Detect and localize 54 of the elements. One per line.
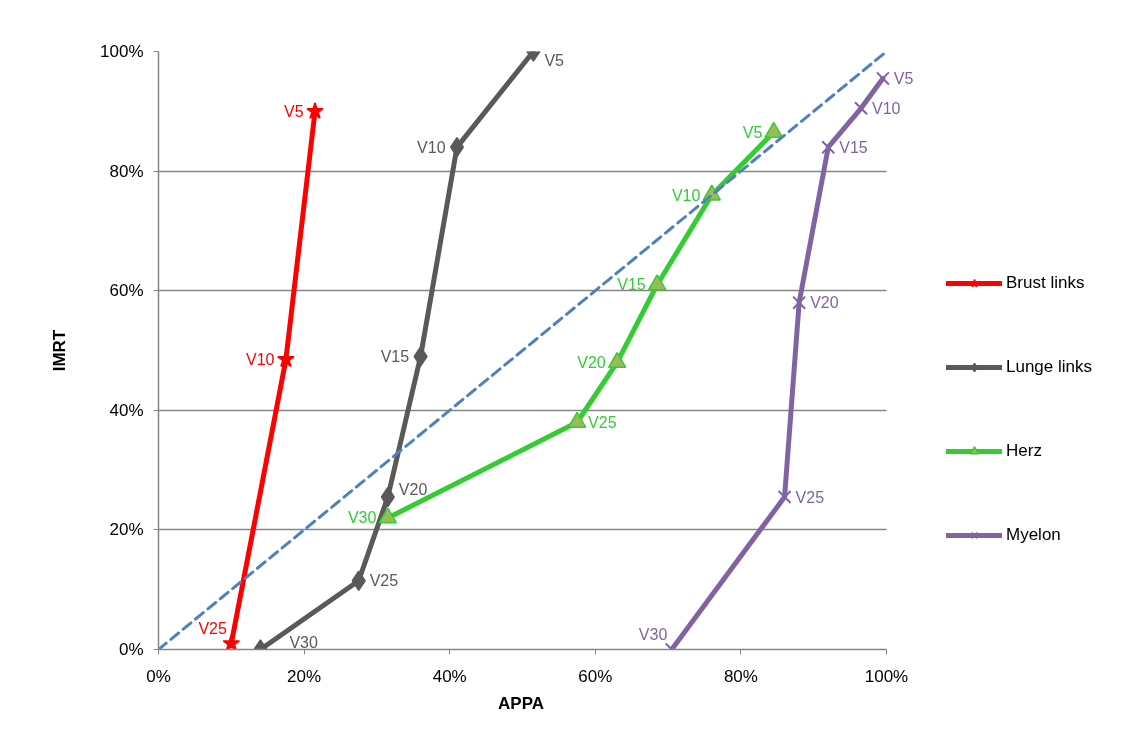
data-label: V25 — [369, 572, 399, 590]
point — [222, 634, 241, 650]
data-label: V25 — [588, 413, 617, 431]
y-tick-label: 20% — [109, 520, 144, 540]
y-tick-label: 80% — [109, 161, 144, 181]
x-tick-label: 40% — [432, 666, 467, 686]
data-label: V30 — [347, 509, 377, 527]
data-label: V25 — [795, 488, 825, 506]
data-label: V5 — [742, 123, 763, 141]
point — [449, 136, 465, 158]
data-label: V10 — [671, 186, 701, 204]
data-label: V25 — [198, 619, 227, 637]
point — [351, 570, 366, 591]
y-axis-title: IMRT — [50, 329, 70, 372]
point — [854, 101, 869, 116]
data-label: V5 — [284, 102, 304, 120]
point — [567, 411, 587, 428]
data-label: V30 — [289, 633, 318, 651]
y-tick-label: 60% — [109, 281, 144, 301]
x-tick-label: 80% — [723, 666, 758, 686]
data-label: V10 — [872, 99, 901, 117]
data-label: V30 — [638, 625, 668, 643]
data-label: V20 — [398, 481, 428, 499]
data-label: V15 — [839, 138, 868, 156]
data-label: V10 — [417, 138, 446, 156]
point — [413, 346, 428, 367]
y-tick-label: 0% — [118, 640, 144, 659]
x-axis-title: APPA — [498, 693, 544, 713]
x-tick-label: 20% — [287, 666, 322, 686]
point — [647, 274, 667, 291]
point — [277, 350, 295, 368]
x-tick-label: 100% — [864, 666, 909, 686]
legend-label: Lunge links — [1006, 357, 1093, 377]
point — [777, 490, 792, 505]
point — [378, 507, 398, 524]
data-label: V5 — [893, 69, 914, 87]
y-tick-label: 40% — [109, 400, 144, 420]
x-tick-label: 60% — [578, 666, 613, 686]
point — [821, 140, 836, 155]
point — [792, 295, 807, 310]
data-label: V10 — [246, 350, 275, 368]
x-tick-label: 0% — [146, 666, 171, 686]
point — [875, 71, 890, 86]
data-label: V5 — [544, 51, 565, 69]
y-tick-label: 100% — [100, 42, 144, 61]
legend-label: Myelon — [1006, 525, 1061, 545]
data-label: V20 — [577, 353, 606, 371]
data-label: V20 — [810, 294, 839, 312]
point — [607, 351, 627, 369]
data-label: V15 — [617, 276, 646, 294]
legend-label: Brust links — [1006, 273, 1085, 293]
data-label: V15 — [380, 347, 410, 365]
point — [306, 102, 324, 119]
legend-label: Herz — [1006, 441, 1042, 461]
